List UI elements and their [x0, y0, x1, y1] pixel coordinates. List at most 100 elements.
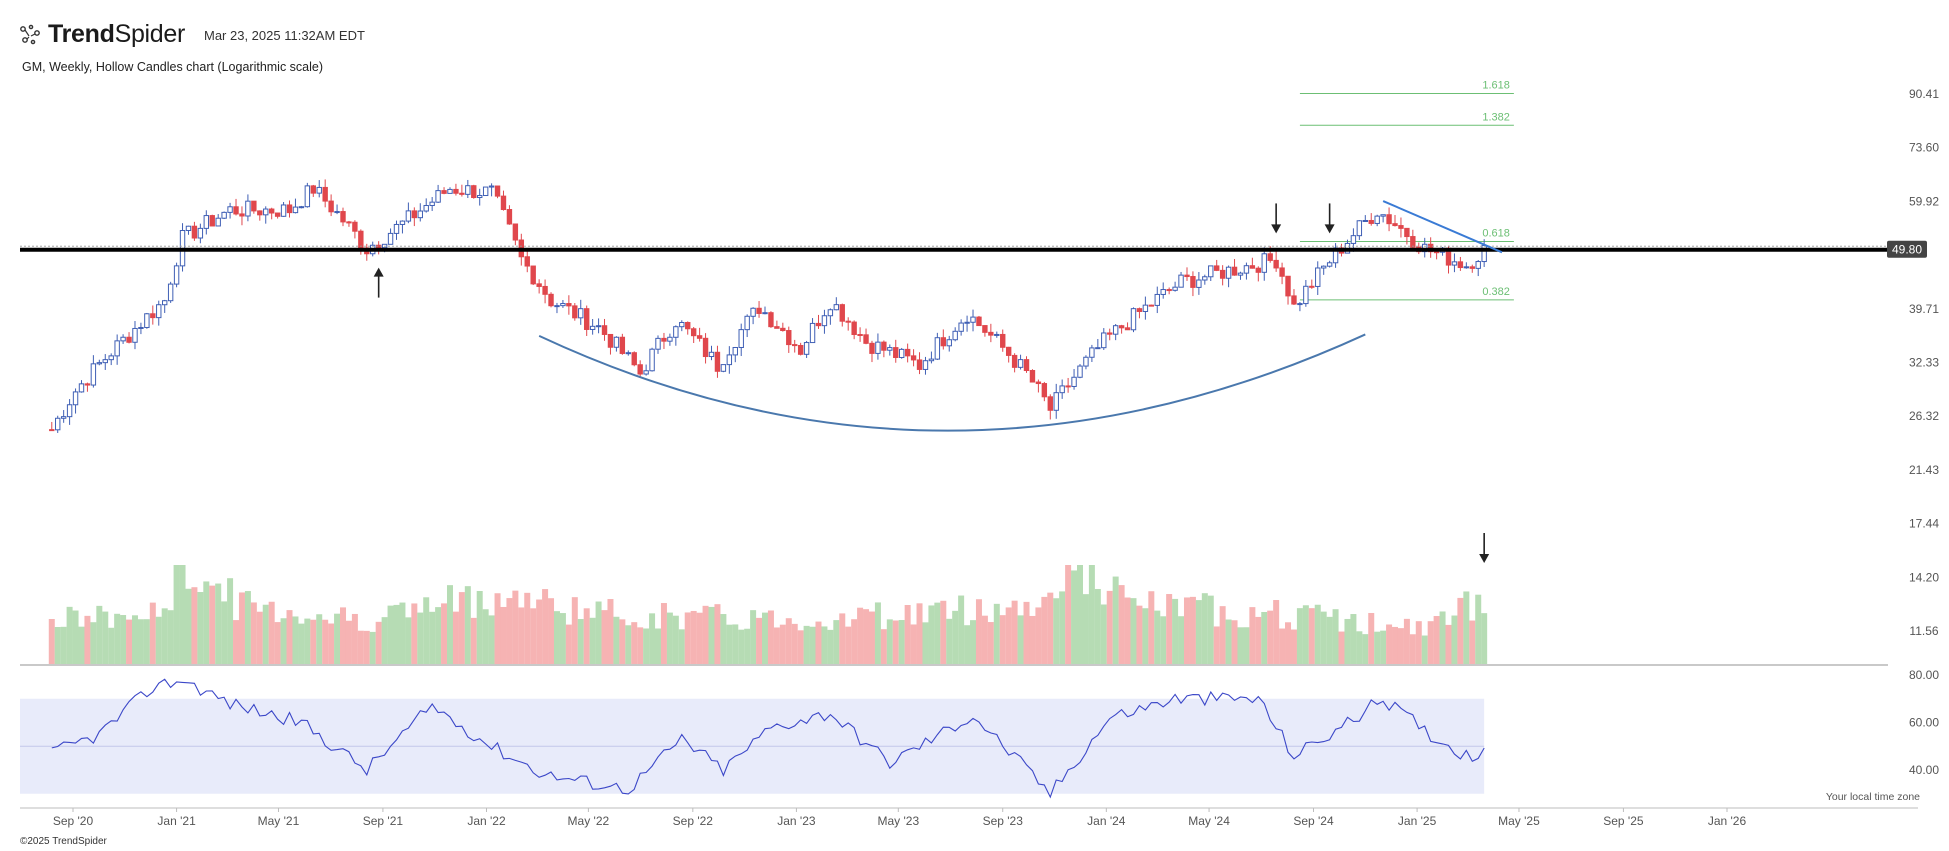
- volume-bar: [1380, 630, 1387, 665]
- candle: [863, 328, 869, 345]
- fib-label: 1.618: [1482, 79, 1510, 91]
- candle-body: [1089, 347, 1095, 358]
- candle: [875, 333, 881, 360]
- volume-bar: [898, 620, 905, 665]
- x-tick-label: May '25: [1498, 814, 1540, 828]
- candle: [156, 300, 162, 326]
- candle: [1463, 262, 1470, 269]
- candle-body: [298, 206, 305, 209]
- volume-bar: [791, 623, 798, 665]
- candle: [881, 340, 887, 358]
- descending-trendline[interactable]: [1382, 200, 1503, 254]
- candle-body: [482, 186, 489, 197]
- candle: [982, 325, 988, 337]
- fib-level[interactable]: 1.382: [1299, 111, 1514, 126]
- volume-bar: [1237, 627, 1244, 665]
- rsi-pane: 80.00 60.00 40.00: [20, 668, 1939, 799]
- volume-bar: [1320, 611, 1327, 665]
- volume-bar: [1403, 618, 1410, 665]
- candle-body: [138, 326, 144, 329]
- candle-body: [1136, 308, 1143, 312]
- candle: [643, 364, 649, 376]
- volume-bar: [589, 617, 596, 665]
- candle: [114, 334, 120, 365]
- volume-bar: [102, 611, 109, 665]
- fib-level[interactable]: 0.382: [1299, 286, 1514, 301]
- candle: [845, 317, 851, 331]
- candle: [1392, 215, 1398, 227]
- volume-bar: [1160, 616, 1167, 665]
- candle-body: [857, 334, 863, 337]
- volume-bar: [690, 610, 697, 665]
- candle-body: [78, 383, 85, 393]
- candle-body: [940, 337, 947, 347]
- candle-body: [251, 200, 257, 212]
- volume-bar: [1314, 604, 1321, 665]
- candle-body: [887, 347, 893, 351]
- candle-body: [1190, 276, 1196, 288]
- candle: [821, 309, 828, 334]
- volume-bar: [1106, 590, 1113, 665]
- candle: [708, 345, 715, 361]
- candle: [625, 350, 631, 356]
- candle-body: [1160, 289, 1166, 295]
- candle-body: [209, 215, 215, 227]
- candle-body: [922, 360, 929, 370]
- candle-body: [459, 192, 465, 195]
- candle: [1142, 296, 1149, 320]
- volume-bar: [1457, 597, 1464, 665]
- volume-bar: [702, 605, 709, 665]
- candle-body: [257, 210, 263, 216]
- x-tick-label: May '22: [568, 814, 610, 828]
- volume-bar: [1118, 585, 1125, 665]
- candle-body: [738, 329, 744, 348]
- volume-bar: [964, 625, 971, 665]
- candle: [786, 326, 792, 353]
- volume-bar: [1071, 570, 1078, 665]
- candle-body: [786, 330, 792, 346]
- candle: [393, 220, 400, 240]
- candle-body: [1214, 265, 1220, 271]
- candle: [685, 321, 691, 335]
- candle: [893, 339, 899, 363]
- candle-body: [274, 212, 281, 217]
- volume-bar: [821, 626, 828, 665]
- x-tick-label: May '24: [1188, 814, 1230, 828]
- volume-bar: [1178, 616, 1185, 665]
- volume-bar: [482, 609, 489, 665]
- volume-bar: [1011, 600, 1018, 665]
- candle-body: [1475, 261, 1481, 269]
- candle-body: [774, 326, 780, 329]
- volume-bar: [476, 590, 483, 665]
- cup-pattern-arc[interactable]: [538, 333, 1366, 432]
- candle: [619, 333, 626, 355]
- candle: [84, 382, 91, 392]
- rsi-tick-label: 40.00: [1909, 763, 1939, 777]
- candle-body: [934, 337, 941, 360]
- x-tick-label: May '21: [258, 814, 300, 828]
- volume-bar: [179, 565, 186, 665]
- candle-body: [566, 303, 572, 307]
- candle: [423, 198, 429, 213]
- volume-bar: [863, 609, 870, 665]
- volume-bar: [500, 606, 507, 665]
- resistance-level[interactable]: 49.80: [20, 240, 1927, 258]
- fib-level[interactable]: 1.618: [1299, 79, 1514, 94]
- candle: [768, 311, 774, 328]
- candle: [417, 203, 423, 222]
- candle: [976, 315, 982, 327]
- candle: [1332, 243, 1339, 268]
- candle-body: [233, 206, 239, 215]
- candle: [304, 182, 311, 208]
- candle: [322, 179, 328, 208]
- volume-bar: [1047, 592, 1054, 665]
- candle-body: [292, 206, 299, 214]
- candle-body: [1154, 293, 1160, 306]
- candle: [1107, 328, 1113, 341]
- volume-bar: [738, 629, 745, 665]
- candle-body: [578, 308, 584, 319]
- candle-body: [245, 200, 251, 217]
- volume-bar: [1166, 594, 1173, 665]
- candle-body: [96, 362, 103, 365]
